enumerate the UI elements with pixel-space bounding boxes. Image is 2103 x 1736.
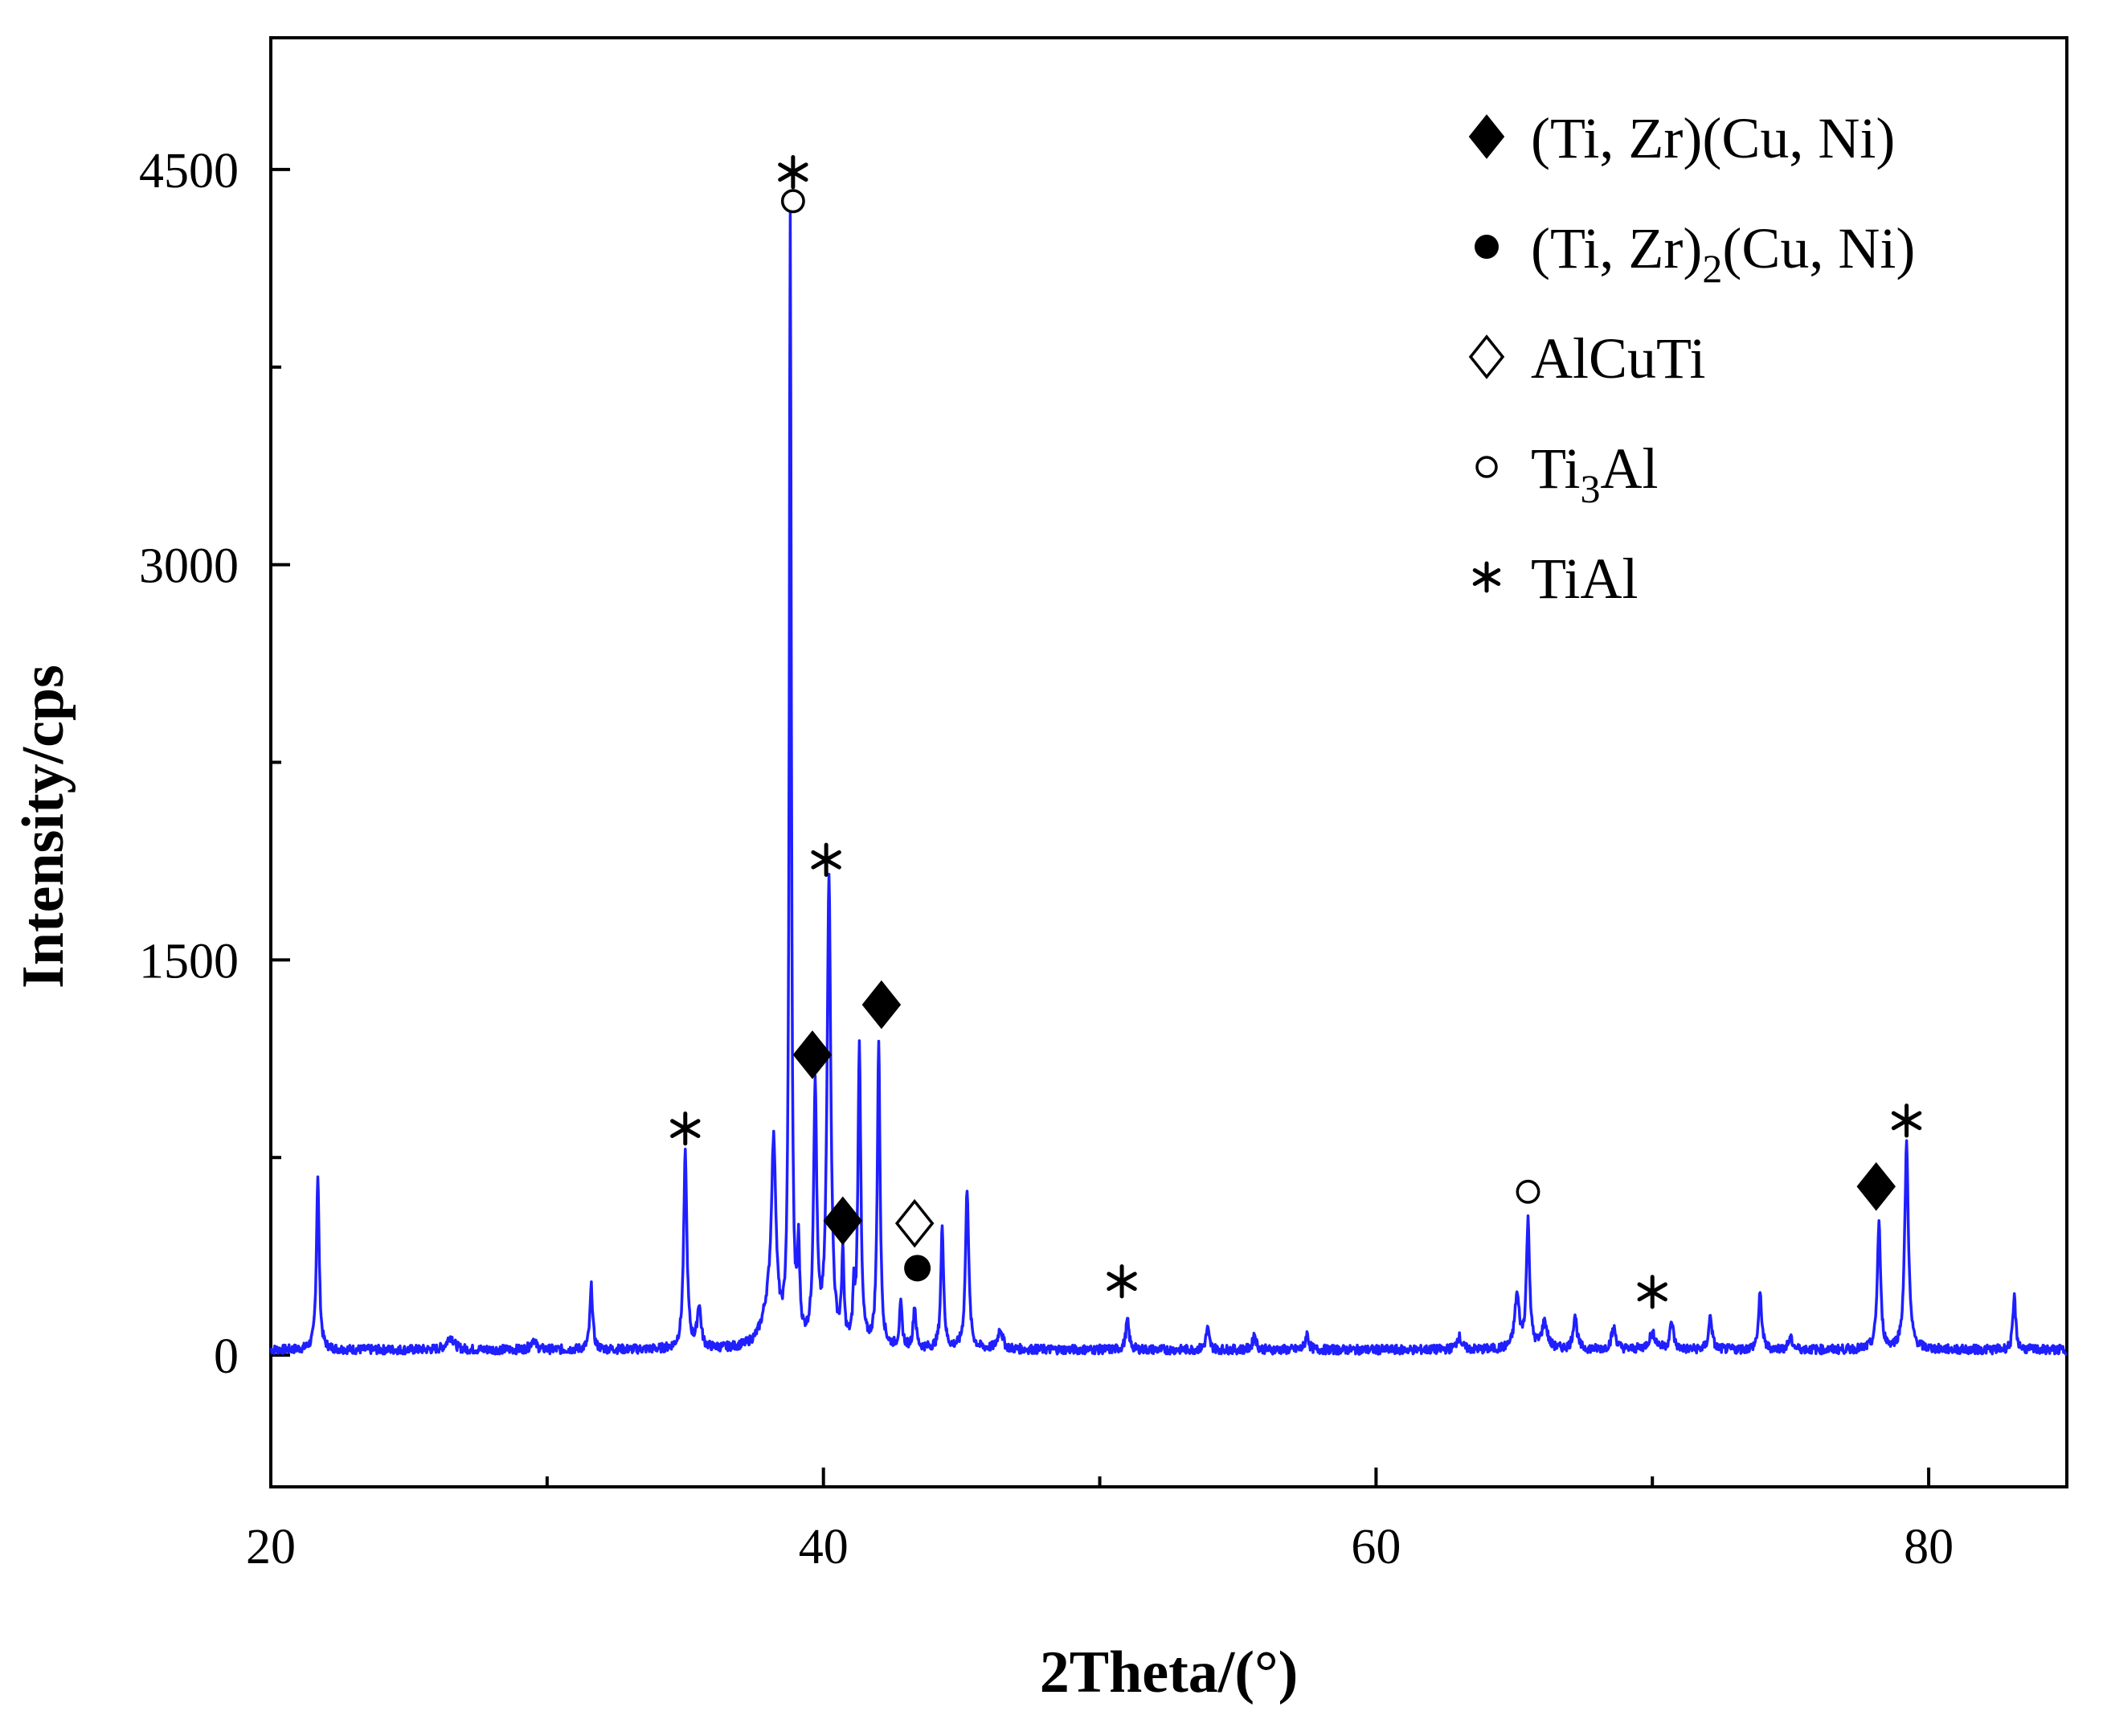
x-axis-title: 2Theta/(°) <box>1040 1640 1298 1705</box>
annotation-asterisk <box>1107 1264 1137 1299</box>
x-tick-label: 80 <box>1904 1520 1954 1574</box>
legend-entry: (Ti, Zr)(Cu, Ni) <box>1468 106 1895 170</box>
x-tick-label: 20 <box>246 1520 296 1574</box>
annotation-asterisk <box>1637 1275 1667 1309</box>
annotation-diamond-filled <box>1856 1161 1896 1211</box>
legend-label-main: Ti <box>1531 436 1580 501</box>
asterisk-stroke <box>1472 568 1501 586</box>
asterisk-stroke <box>1637 1282 1667 1302</box>
legend-marker-open-circle <box>1475 456 1498 478</box>
y-tick-label: 3000 <box>139 539 239 594</box>
asterisk-stroke <box>778 162 808 182</box>
x-tick-label: 60 <box>1351 1520 1401 1574</box>
legend-label-subscript: 2 <box>1702 246 1722 291</box>
asterisk-stroke <box>1107 1271 1137 1292</box>
legend-entry: AlCuTi <box>1468 326 1705 391</box>
annotation-asterisk <box>811 842 841 877</box>
y-tick-label: 4500 <box>139 144 239 199</box>
x-tick-label: 40 <box>799 1520 849 1574</box>
annotation-diamond-filled <box>792 1030 833 1079</box>
asterisk-stroke <box>670 1119 701 1139</box>
legend-label: (Ti, Zr)(Cu, Ni) <box>1531 106 1895 170</box>
legend-label-tail: (Cu, Ni) <box>1722 216 1915 280</box>
annotation-circle-filled <box>904 1255 931 1282</box>
annotation-diamond-open <box>894 1198 935 1248</box>
annotation-asterisk <box>1891 1103 1922 1138</box>
annotation-open-circle <box>1516 1179 1540 1204</box>
y-axis-title: Intensity/cps <box>10 665 76 989</box>
annotation-diamond-filled <box>823 1196 863 1246</box>
legend-marker-diamond-open <box>1468 334 1505 379</box>
asterisk-stroke <box>811 850 841 870</box>
series-line-group <box>269 211 2068 1356</box>
legend-entry: TiAl <box>1472 547 1638 611</box>
axis-tick-labels: 20 40 60 80 0 1500 3000 4500 <box>139 144 1954 1574</box>
annotation-asterisk <box>670 1111 701 1146</box>
legend-entry: (Ti, Zr)2(Cu, Ni) <box>1475 216 1915 291</box>
legend-marker-asterisk <box>1472 561 1501 593</box>
series-line <box>269 211 2068 1356</box>
legend-marker-diamond-filled <box>1468 114 1505 159</box>
legend-label: AlCuTi <box>1531 326 1705 391</box>
legend-marker-circle-filled <box>1475 235 1499 259</box>
y-tick-label: 0 <box>214 1329 239 1384</box>
annotation-open-circle <box>780 189 805 214</box>
axis-ticks <box>269 167 1931 1487</box>
asterisk-stroke <box>1891 1111 1922 1131</box>
annotation-asterisk <box>778 154 808 190</box>
legend-label-tail: Al <box>1600 436 1658 501</box>
legend-entry: Ti3Al <box>1475 436 1658 511</box>
annotation-diamond-filled <box>861 980 902 1030</box>
legend: (Ti, Zr)(Cu, Ni)(Ti, Zr)2(Cu, Ni)AlCuTiT… <box>1468 106 1915 611</box>
legend-label: TiAl <box>1531 547 1638 611</box>
y-tick-label: 1500 <box>139 934 239 989</box>
legend-label-subscript: 3 <box>1580 466 1600 511</box>
legend-label: (Ti, Zr)2(Cu, Ni) <box>1531 216 1915 291</box>
legend-label-main: (Ti, Zr) <box>1531 216 1702 280</box>
peak-annotations <box>670 154 1922 1309</box>
legend-label: Ti3Al <box>1531 436 1658 511</box>
